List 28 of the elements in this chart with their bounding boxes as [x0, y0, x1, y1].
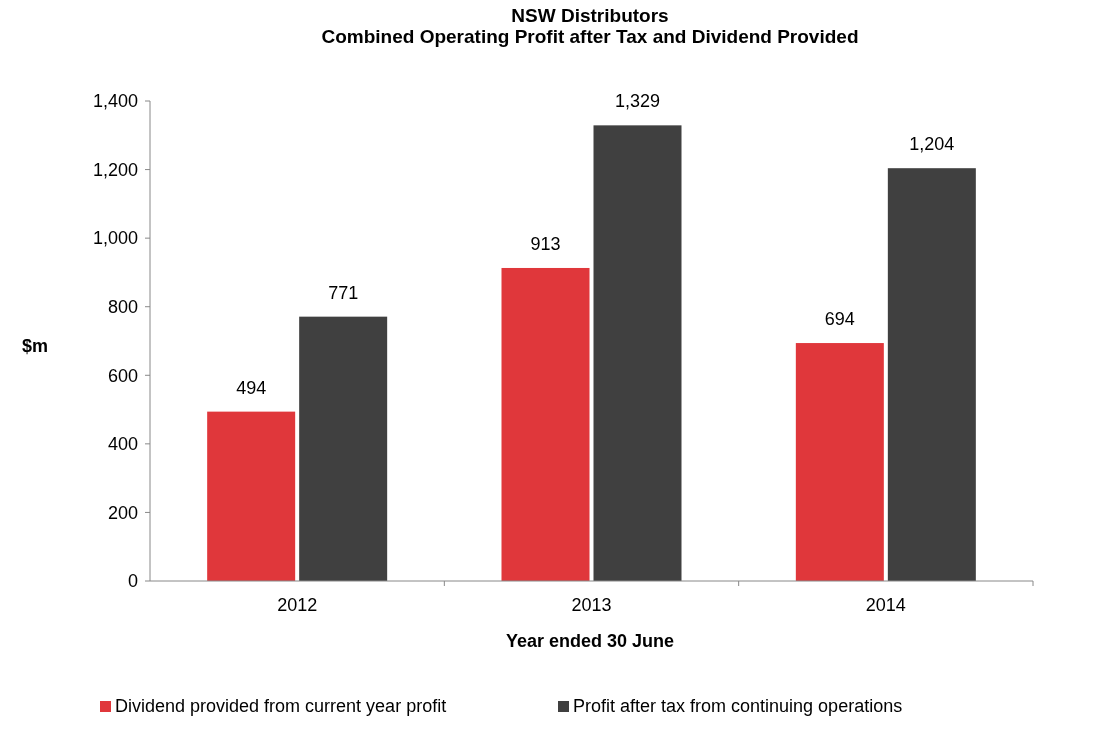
- bar: [887, 168, 976, 581]
- text: 1,204: [909, 134, 955, 155]
- y-tick-label: 400: [107, 434, 138, 455]
- y-tick-label: 1,000: [92, 228, 138, 249]
- y-axis-title: $m: [21, 336, 49, 356]
- bar: [593, 125, 682, 581]
- legend-label: Profit after tax from continuing operations: [573, 696, 903, 716]
- chart-title: NSW Distributors Combined Operating Profit after Tax and Dividend Provided: [321, 5, 859, 47]
- bar: [299, 316, 388, 581]
- text: 913: [530, 233, 561, 254]
- text: 1,329: [614, 91, 661, 112]
- x-tick-label: 2014: [865, 595, 906, 615]
- y-tick-label: 1,200: [92, 159, 138, 180]
- y-tick-label: 0: [127, 571, 138, 592]
- x-tick-label: 2013: [571, 595, 612, 615]
- bar: [795, 343, 884, 581]
- x-axis-title: Year ended 30 June: [505, 631, 675, 651]
- legend-label: Dividend provided from current year profit: [115, 696, 447, 716]
- text: 771: [328, 282, 359, 303]
- text: 494: [236, 377, 267, 398]
- x-tick-label: 2012: [277, 595, 318, 615]
- y-tick-label: 200: [107, 502, 138, 523]
- text: 694: [824, 309, 855, 330]
- y-tick-label: 600: [107, 365, 138, 386]
- y-tick-label: 800: [107, 297, 138, 318]
- y-tick-label: 1,400: [92, 91, 138, 112]
- bar: [207, 411, 296, 581]
- bar: [501, 267, 590, 581]
